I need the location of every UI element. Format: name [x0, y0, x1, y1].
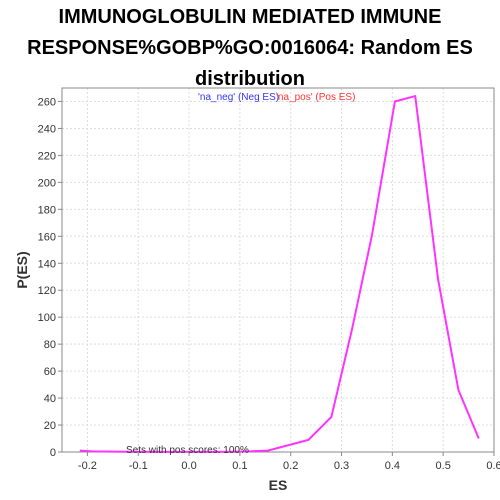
series-line — [79, 94, 480, 453]
chart-title: IMMUNOGLOBULIN MEDIATED IMMUNE RESPONSE%… — [0, 2, 500, 95]
plot-frame — [61, 87, 495, 453]
x-tick-label: -0.2 — [78, 460, 97, 472]
x-tick-label: 0.3 — [334, 460, 349, 472]
x-axis-label: ES — [269, 477, 288, 493]
y-tick-label: 100 — [38, 312, 56, 324]
y-tick-label: 240 — [38, 123, 56, 135]
y-tick-label: 140 — [38, 258, 56, 270]
y-tick-label: 160 — [38, 231, 56, 243]
x-tick-label: 0.6 — [486, 460, 500, 472]
x-tick-label: 0.1 — [232, 460, 247, 472]
chart-title-line-1: IMMUNOGLOBULIN MEDIATED IMMUNE — [58, 6, 442, 28]
y-tick-label: 20 — [44, 420, 56, 432]
x-tick-label: 0.2 — [283, 460, 298, 472]
chart-title-line-3: distribution — [195, 68, 305, 90]
y-tick-label: 60 — [44, 366, 56, 378]
plot-background — [62, 88, 494, 452]
x-tick-label: 0.0 — [181, 460, 196, 472]
y-tick-label: 180 — [38, 204, 56, 216]
y-tick-label: 80 — [44, 339, 56, 351]
x-tick-label: 0.4 — [385, 460, 400, 472]
x-tick-label: 0.5 — [436, 460, 451, 472]
chart-title-line-2: RESPONSE%GOBP%GO:0016064: Random ES — [27, 37, 473, 59]
annotation-pos-scores: Sets with pos scores: 100% — [126, 445, 249, 456]
y-axis-label: P(ES) — [14, 251, 30, 288]
y-tick-label: 220 — [38, 150, 56, 162]
y-tick-label: 200 — [38, 177, 56, 189]
y-tick-label: 260 — [38, 96, 56, 108]
y-tick-label: 40 — [44, 393, 56, 405]
legend-entry-pos: 'na_pos' (Pos ES) — [276, 92, 355, 103]
y-tick-label: 120 — [38, 285, 56, 297]
x-tick-label: -0.1 — [129, 460, 148, 472]
y-tick-label: 0 — [50, 447, 56, 459]
legend-entry-neg: 'na_neg' (Neg ES) — [198, 92, 279, 103]
